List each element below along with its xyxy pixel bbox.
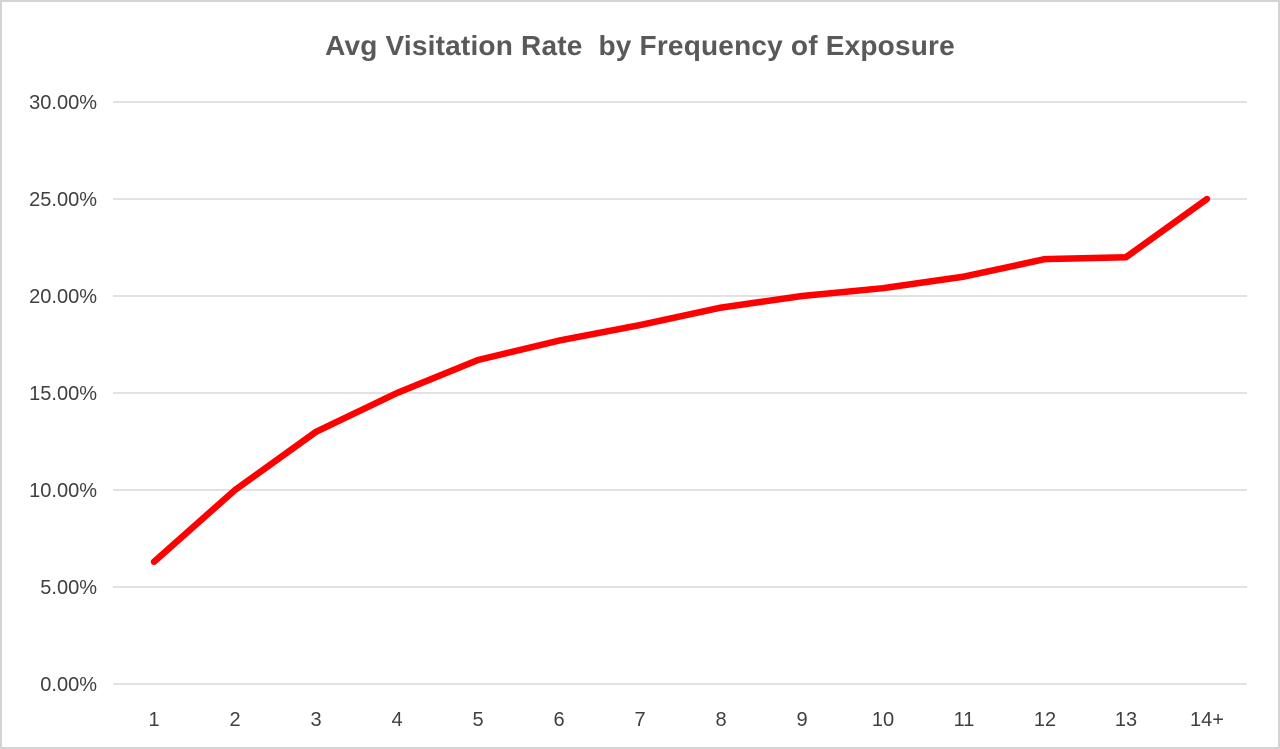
y-axis-tick-label: 25.00%: [29, 189, 97, 211]
x-axis-tick-label: 9: [796, 709, 807, 731]
y-axis-tick-label: 10.00%: [29, 480, 97, 502]
x-axis-tick-label: 10: [872, 709, 894, 731]
chart-title: Avg Visitation Rate by Frequency of Expo…: [325, 30, 955, 61]
x-axis-tick-label: 14+: [1190, 709, 1224, 731]
y-axis-tick-label: 5.00%: [40, 577, 97, 599]
x-axis-tick-label: 2: [229, 709, 240, 731]
y-axis-tick-label: 15.00%: [29, 383, 97, 405]
x-axis-tick-label: 5: [472, 709, 483, 731]
series-line-avg-visitation-rate: [150, 195, 1211, 566]
x-axis-tick-label: 4: [391, 709, 402, 731]
x-axis-tick-label: 13: [1115, 709, 1137, 731]
x-axis-tick-label: 7: [634, 709, 645, 731]
y-axis-tick-label: 30.00%: [29, 92, 97, 114]
x-axis-tick-label: 11: [954, 709, 975, 731]
x-axis-tick-label: 8: [715, 709, 726, 731]
x-axis-tick-label: 6: [553, 709, 564, 731]
x-axis-tick-label: 3: [310, 709, 321, 731]
y-axis-tick-label: 20.00%: [29, 286, 97, 308]
y-axis-tick-label: 0.00%: [40, 674, 97, 696]
x-axis-tick-label: 1: [148, 709, 159, 731]
x-axis-tick-label: 12: [1034, 709, 1056, 731]
